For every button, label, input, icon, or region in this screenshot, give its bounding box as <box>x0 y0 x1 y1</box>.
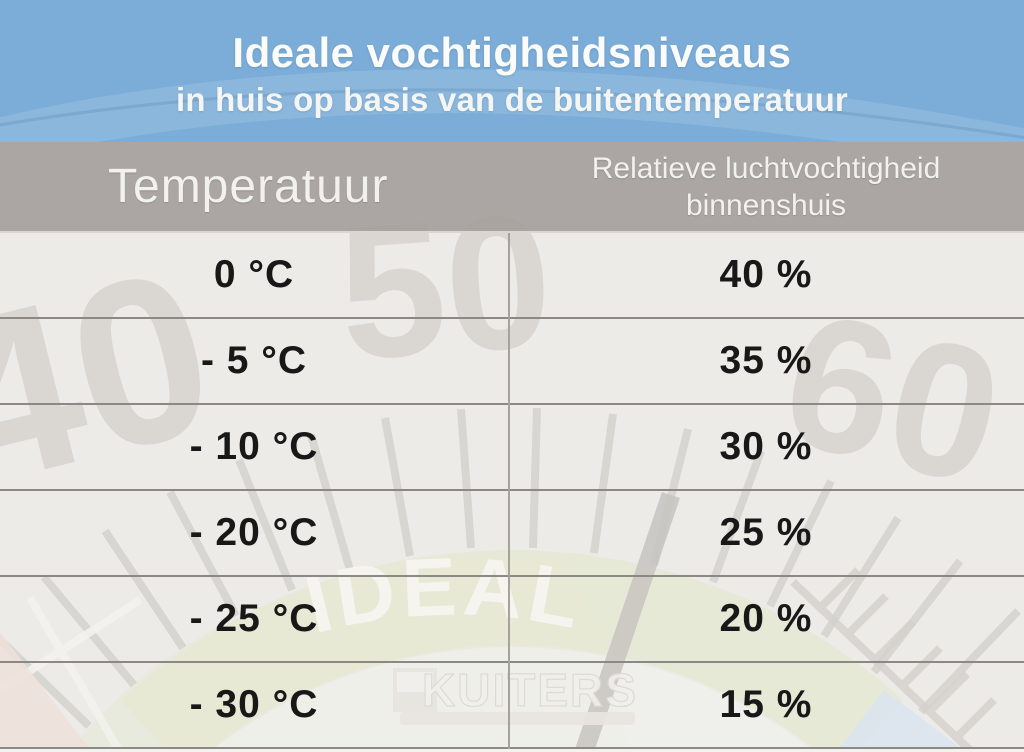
bottom-edge-strip <box>0 749 1024 752</box>
dial-inner-circle <box>209 647 815 752</box>
table-row: - 20 °C 25 % <box>0 489 1024 575</box>
page-subtitle: in huis op basis van de buitentemperatuu… <box>176 81 848 118</box>
table-row: - 10 °C 30 % <box>0 403 1024 489</box>
brand-subline <box>400 712 635 725</box>
humidity-value: 25 % <box>719 511 813 554</box>
table-body: 0 °C 40 % - 5 °C 35 % - 10 °C 30 % - 20 … <box>0 233 1024 749</box>
column-header-humidity-line1: Relatieve luchtvochtigheid <box>591 151 941 185</box>
brand-name: KUITERS <box>422 664 638 716</box>
table-header-bar: Temperatuur Relatieve luchtvochtigheid b… <box>0 142 1024 233</box>
dial-zone-blue <box>836 690 966 752</box>
temperature-value: - 25 °C <box>189 597 319 640</box>
temperature-value: - 5 °C <box>200 339 308 382</box>
temperature-value: 0 °C <box>213 253 295 296</box>
humidity-value: 20 % <box>719 597 813 640</box>
svg-text:IDEAL: IDEAL <box>297 541 591 651</box>
table-row: - 5 °C 35 % <box>0 317 1024 403</box>
dial-label-ideal: IDEAL <box>297 541 587 651</box>
table-row: 0 °C 40 % <box>0 233 1024 317</box>
temperature-value: - 30 °C <box>189 683 319 726</box>
column-divider <box>508 233 510 752</box>
humidity-value: 15 % <box>719 683 813 726</box>
temperature-value: - 10 °C <box>189 425 319 468</box>
humidity-value: 40 % <box>719 253 813 296</box>
column-header-temperature: Temperatuur <box>108 160 389 213</box>
dial-needle <box>574 492 680 752</box>
column-header-humidity-line2: binnenshuis <box>685 188 847 222</box>
column-header-humidity: Relatieve luchtvochtigheid binnenshuis <box>508 142 1024 231</box>
header: Ideale vochtigheidsniveaus in huis op ba… <box>0 0 1024 142</box>
dial-band <box>121 550 903 752</box>
table-row: - 30 °C 15 % <box>0 661 1024 747</box>
brand-watermark: KUITERS <box>393 663 638 725</box>
page-title: Ideale vochtigheidsniveaus <box>232 29 792 76</box>
table-row: - 25 °C 20 % <box>0 575 1024 661</box>
brand-logo-inner <box>397 672 433 692</box>
humidity-value: 35 % <box>719 339 813 382</box>
dial-number-60: 60 <box>766 272 1020 526</box>
dial-comb-ruler <box>790 567 997 752</box>
humidity-value: 30 % <box>719 425 813 468</box>
temperature-value: - 20 °C <box>189 511 319 554</box>
